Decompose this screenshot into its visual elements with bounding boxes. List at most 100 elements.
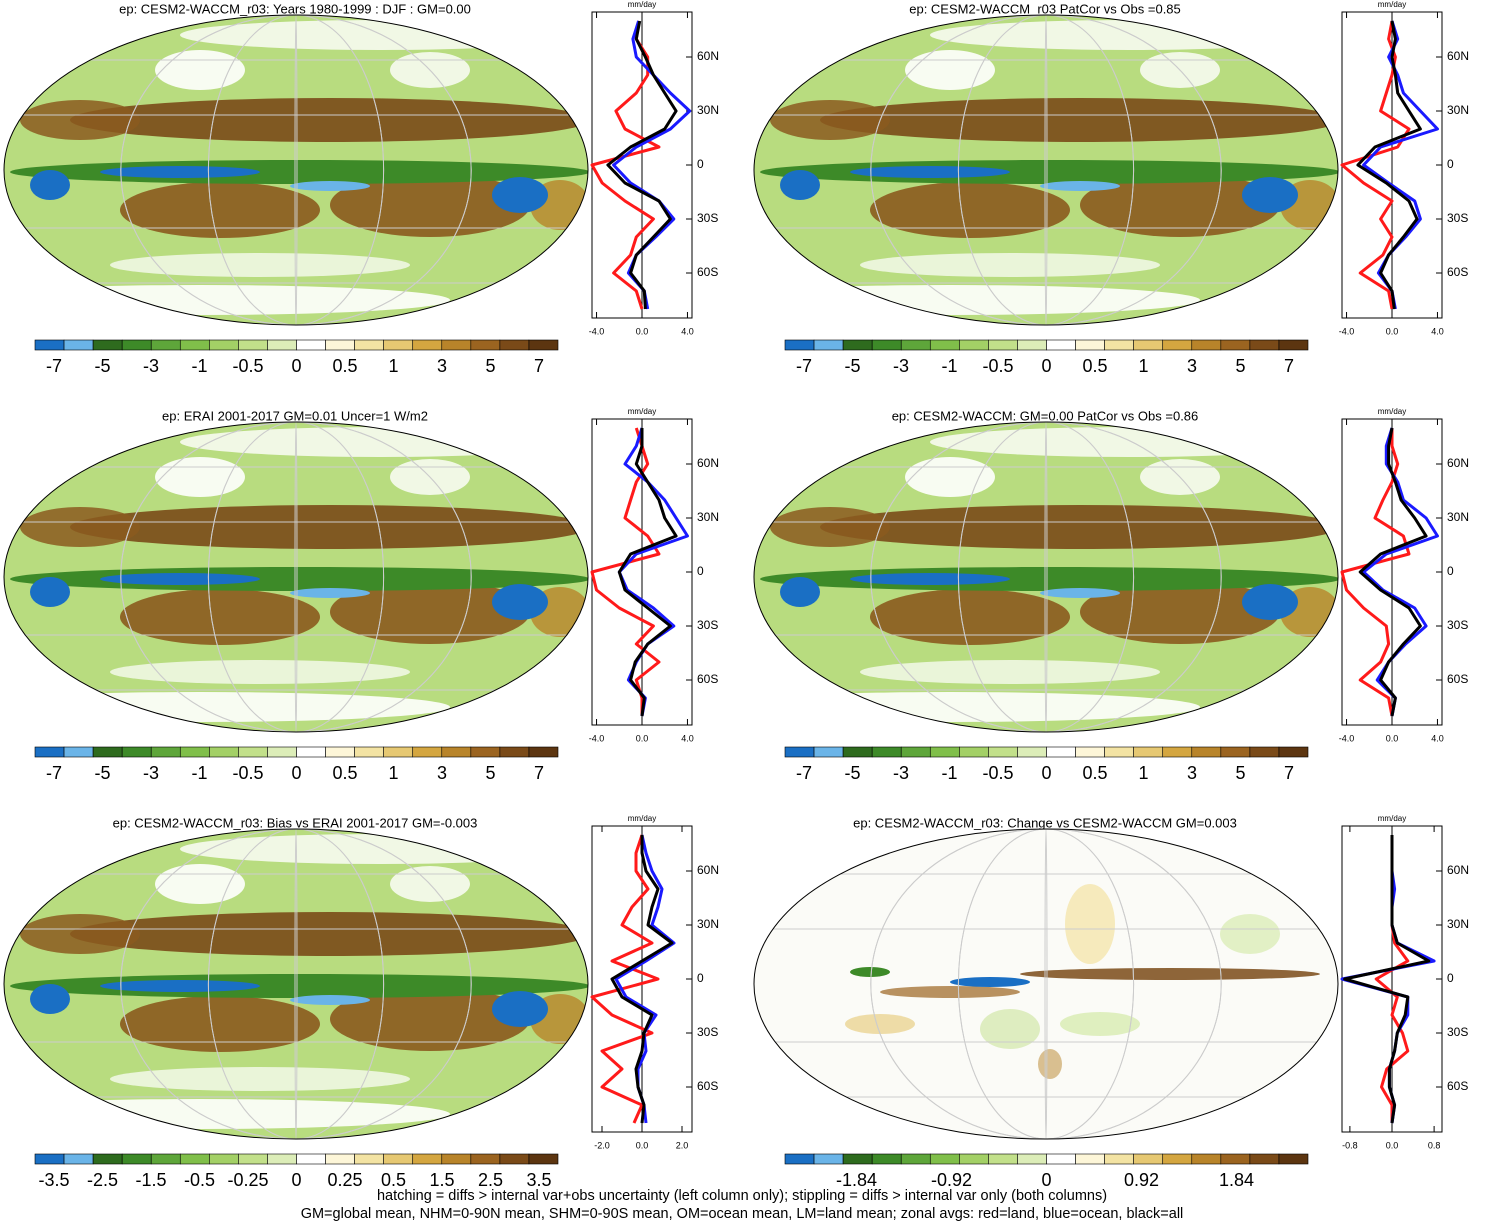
- map-field: [30, 984, 70, 1014]
- y-tick-label: 60N: [1447, 49, 1469, 63]
- map-border: [3, 14, 589, 326]
- meridian: [1044, 829, 1048, 1139]
- map-field: [20, 914, 140, 954]
- colorbar-label: 3: [437, 763, 447, 783]
- y-tick-label: 0: [697, 157, 704, 171]
- colorbar-label: 7: [1284, 356, 1294, 376]
- colorbar-box: [34, 1153, 65, 1165]
- x-tick-label: -4.0: [589, 733, 605, 743]
- y-tick-label: 60S: [1447, 672, 1468, 686]
- colorbar-box: [959, 746, 989, 758]
- y-tick-label: 30N: [1447, 917, 1469, 931]
- x-tick-label: -4.0: [1339, 326, 1355, 336]
- map-field: [10, 974, 588, 998]
- x-tick-label: 0.0: [636, 326, 649, 336]
- x-axis-label: mm/day: [628, 0, 656, 9]
- colorbar-box: [1046, 1153, 1076, 1165]
- colorbar-box: [383, 746, 414, 758]
- colorbar-label: 0.5: [1082, 763, 1107, 783]
- meridian: [207, 829, 385, 1139]
- colorbar-box: [1075, 339, 1105, 351]
- colorbar-box: [470, 1153, 501, 1165]
- map-field: [980, 1009, 1040, 1049]
- map-field: [492, 991, 548, 1027]
- colorbar-box: [528, 746, 559, 758]
- colorbar-label: -1: [191, 763, 207, 783]
- map-border: [3, 828, 589, 1140]
- map-field: [70, 912, 588, 956]
- colorbar-box: [238, 1153, 268, 1165]
- colorbar-label: -0.5: [982, 356, 1013, 376]
- map-field: [120, 589, 320, 645]
- colorbar-label: -1: [191, 356, 207, 376]
- colorbar-box: [1162, 746, 1193, 758]
- colorbar-label: -0.5: [232, 356, 263, 376]
- footnote: GM=global mean, NHM=0-90N mean, SHM=0-90…: [301, 1206, 1184, 1221]
- colorbar-box: [1278, 1153, 1309, 1165]
- x-tick-label: 0.0: [1386, 733, 1399, 743]
- meridian: [957, 15, 1135, 325]
- x-tick-label: 2.0: [676, 1140, 689, 1150]
- colorbar-label: 0: [1041, 1170, 1051, 1190]
- colorbar-box: [871, 339, 902, 351]
- y-tick-label: 0: [1447, 971, 1454, 985]
- meridian: [870, 422, 1222, 732]
- map-field: [1065, 884, 1115, 964]
- meridian: [207, 15, 385, 325]
- map: [754, 829, 1338, 1139]
- x-axis-label: mm/day: [1378, 814, 1406, 823]
- colorbar-box: [441, 339, 472, 351]
- map-field: [770, 507, 890, 547]
- map-field: [10, 567, 588, 591]
- y-tick-label: 60S: [697, 672, 718, 686]
- map-field: [780, 170, 820, 200]
- colorbar-box: [1162, 1153, 1193, 1165]
- colorbar-box: [1191, 746, 1222, 758]
- map-field: [10, 160, 588, 184]
- colorbar-box: [296, 1153, 326, 1165]
- map-field: [845, 1014, 915, 1034]
- map-field: [20, 507, 140, 547]
- map-border: [3, 421, 589, 733]
- meridian: [294, 422, 298, 732]
- colorbar-box: [354, 1153, 384, 1165]
- x-tick-label: 4.0: [1431, 733, 1444, 743]
- x-tick-label: 4.0: [1431, 326, 1444, 336]
- panel: ep: CESM2-WACCM_r03: Years 1980-1999 : D…: [3, 0, 719, 376]
- map-field: [820, 98, 1338, 142]
- colorbar-box: [121, 1153, 152, 1165]
- colorbar-box: [1046, 746, 1076, 758]
- colorbar-label: 7: [534, 356, 544, 376]
- colorbar-box: [150, 746, 181, 758]
- map-field: [850, 573, 1010, 585]
- colorbar-box: [1220, 339, 1251, 351]
- colorbar-box: [1278, 339, 1309, 351]
- colorbar-box: [325, 339, 355, 351]
- map: [4, 15, 588, 325]
- colorbar-box: [267, 339, 297, 351]
- map-field: [870, 589, 1070, 645]
- colorbar-label: -1: [941, 356, 957, 376]
- map-field: [100, 166, 260, 178]
- colorbar-box: [1133, 1153, 1164, 1165]
- map-field: [110, 253, 410, 277]
- map-border: [753, 828, 1339, 1140]
- map-field: [120, 182, 320, 238]
- colorbar-label: 2.5: [478, 1170, 503, 1190]
- x-tick-label: 0.0: [1386, 326, 1399, 336]
- colorbar-label: -3: [893, 356, 909, 376]
- colorbar-label: -3: [143, 763, 159, 783]
- colorbar-box: [1104, 339, 1134, 351]
- zonal-line: [590, 834, 660, 1124]
- meridian: [120, 15, 472, 325]
- colorbar-box: [383, 1153, 414, 1165]
- x-tick-label: 4.0: [681, 326, 694, 336]
- colorbar-box: [150, 339, 181, 351]
- y-tick-label: 60N: [1447, 456, 1469, 470]
- x-axis-label: mm/day: [628, 814, 656, 823]
- colorbar-box: [354, 339, 384, 351]
- colorbar-label: -0.25: [227, 1170, 268, 1190]
- colorbar-box: [813, 746, 844, 758]
- y-tick-label: 60S: [697, 265, 718, 279]
